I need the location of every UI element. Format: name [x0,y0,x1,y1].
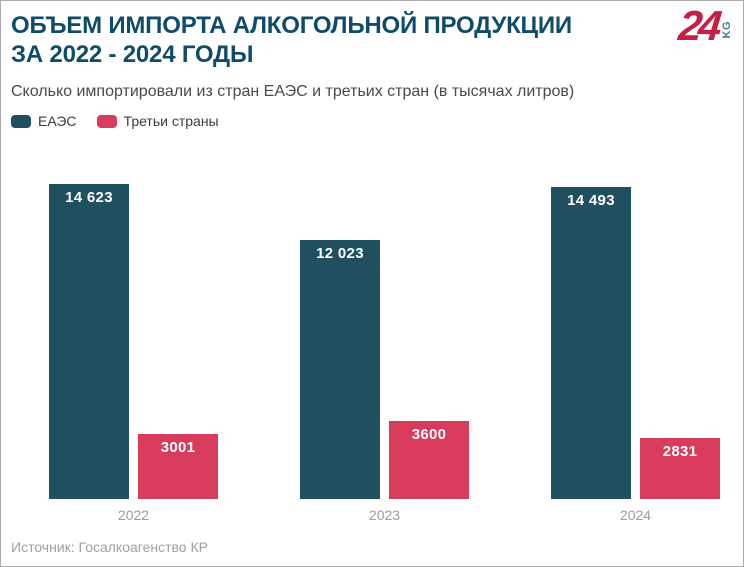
bar-value-label-third-countries-2024: 2831 [662,443,698,460]
page-title-line2: ЗА 2022 - 2024 ГОДЫ [11,41,254,68]
x-axis-label-2024: 2024 [619,507,652,523]
bar-value-label-eaes-2023: 12 023 [316,245,364,262]
bar-eaes-2023: 12 023 [300,240,380,499]
logo-24-text: 24 [676,2,721,49]
bar-third-countries-2023: 3600 [389,421,469,499]
legend-item-third-countries: Третьи страны [96,113,219,129]
bar-group-2024: 14 493 2831 [551,187,720,499]
source-attribution: Источник: Госалкоагенство КР [11,539,208,555]
page-title: ОБЪЕМ ИМПОРТА АЛКОГОЛЬНОЙ ПРОДУКЦИИ ЗА 2… [11,11,731,69]
bar-value-label-third-countries-2022: 3001 [160,439,196,456]
legend-label-eaes: ЕАЭС [38,113,77,129]
bar-value-label-eaes-2024: 14 493 [567,192,615,209]
brand-logo-24kg: 24 KG [676,2,733,49]
x-axis-label-2022: 2022 [117,507,150,523]
x-axis-label-2023: 2023 [368,507,401,523]
header: ОБЪЕМ ИМПОРТА АЛКОГОЛЬНОЙ ПРОДУКЦИИ ЗА 2… [1,1,743,69]
legend-swatch-eaes [11,114,31,128]
page-title-line1: ОБЪЕМ ИМПОРТА АЛКОГОЛЬНОЙ ПРОДУКЦИИ [11,12,572,39]
bar-eaes-2024: 14 493 [551,187,631,499]
bar-eaes-2022: 14 623 [49,184,129,499]
bar-third-countries-2022: 3001 [138,434,218,499]
legend: ЕАЭС Третьи страны [1,113,743,129]
bar-group-2022: 14 623 3001 [49,184,218,499]
chart-subtitle: Сколько импортировали из стран ЕАЭС и тр… [11,83,575,100]
x-axis-labels: 2022 2023 2024 [1,507,743,523]
legend-swatch-third-countries [96,114,117,128]
bar-value-label-eaes-2022: 14 623 [65,189,113,206]
legend-item-eaes: ЕАЭС [11,113,77,129]
legend-label-third-countries: Третьи страны [123,113,219,129]
bar-third-countries-2024: 2831 [640,438,720,499]
bar-value-label-third-countries-2023: 3600 [411,426,447,443]
chart-plot: 14 623 3001 12 023 3600 14 493 2831 [1,159,743,499]
logo-kg-text: KG [721,21,733,39]
bar-group-2023: 12 023 3600 [300,240,469,499]
